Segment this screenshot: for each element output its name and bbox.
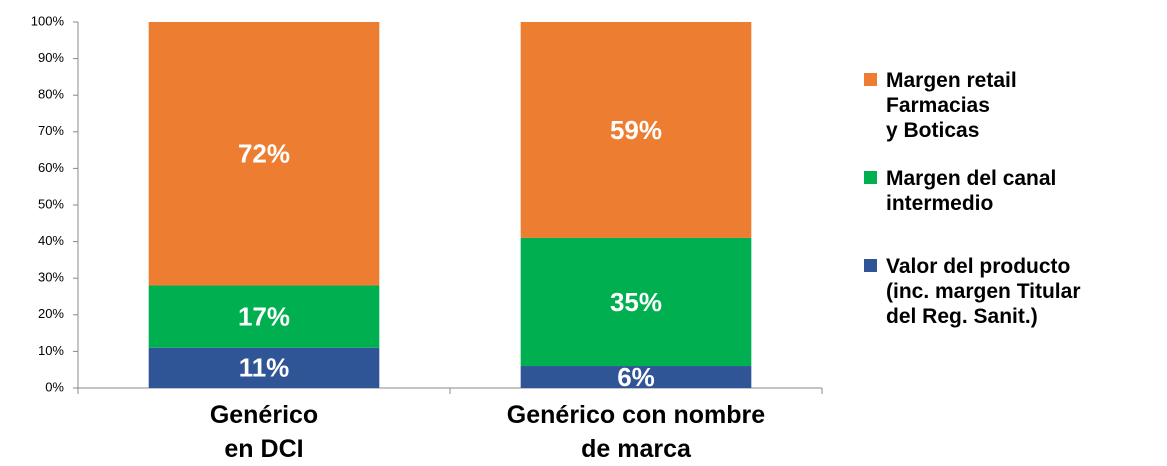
y-tick-label: 0% [45,379,64,394]
y-tick-label: 60% [38,160,64,175]
y-tick-label: 20% [38,306,64,321]
y-tick-label: 10% [38,343,64,358]
data-label: 6% [617,362,655,392]
y-tick-label: 80% [38,87,64,102]
legend-entry: Margen del canal intermedio [864,166,1056,216]
data-label: 17% [238,302,290,332]
bar-segment [520,237,752,367]
bar-segment [148,347,380,388]
y-tick-label: 100% [31,13,65,28]
x-tick-label: Genérico en DCI [209,401,319,463]
y-tick-label: 90% [38,50,64,65]
legend-entry: Margen retail Farmacias y Boticas [864,68,1017,143]
y-tick-label: 50% [38,196,64,211]
legend-label: Margen del canal intermedio [886,167,1057,215]
legend-entry: Valor del producto (inc. margen Titular … [864,254,1081,329]
legend-swatch [864,259,877,272]
bar-segment [520,22,752,238]
data-label: 59% [610,115,662,145]
x-tick-label: Genérico con nombre de marca [506,401,766,463]
legend-swatch [864,73,877,86]
y-tick-label: 40% [38,233,64,248]
data-label: 35% [610,287,662,317]
bar-segment [520,366,752,388]
bar-segment [148,22,380,286]
bar-segment [148,285,380,348]
data-label: 72% [238,139,290,169]
y-tick-label: 70% [38,123,64,138]
legend-swatch [864,171,877,184]
legend-label: Margen retail Farmacias y Boticas [886,69,1017,142]
y-tick-label: 30% [38,270,64,285]
data-label: 11% [239,353,290,383]
legend-label: Valor del producto (inc. margen Titular … [886,255,1081,328]
